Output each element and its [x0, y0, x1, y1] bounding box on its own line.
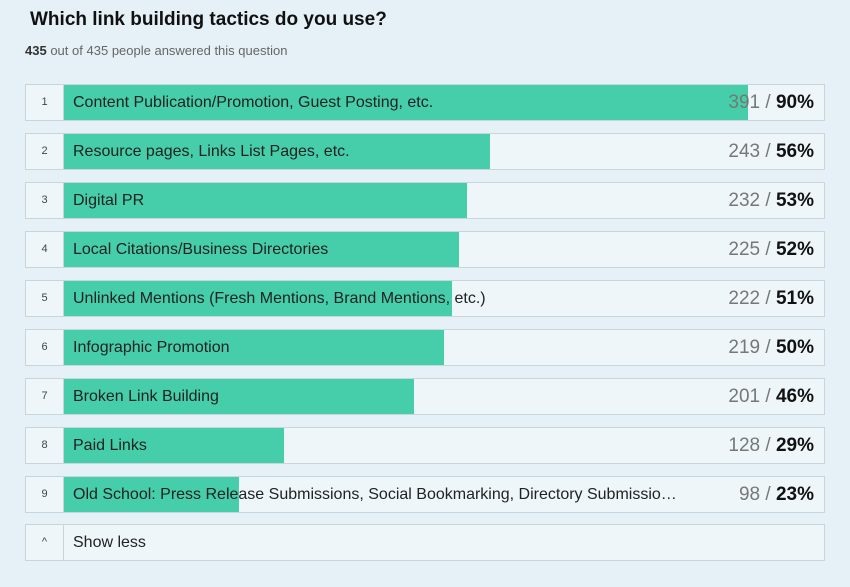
- separator: /: [765, 92, 771, 113]
- percent: 50%: [775, 337, 814, 358]
- summary-text: people answered this question: [111, 43, 288, 58]
- option-label: Digital PR: [73, 192, 145, 209]
- separator: /: [765, 484, 771, 505]
- separator: /: [765, 337, 771, 358]
- rank: 7: [26, 379, 64, 414]
- stat: 225 / 52%: [728, 232, 814, 267]
- option-label: Paid Links: [73, 437, 147, 454]
- count: 98: [738, 484, 761, 505]
- stat: 243 / 56%: [728, 134, 814, 169]
- option-label: Old School: Press Release Submissions, S…: [73, 486, 677, 503]
- rank: 9: [26, 477, 64, 512]
- bar: [64, 477, 239, 512]
- option-label: Local Citations/Business Directories: [73, 241, 329, 258]
- stat: 128 / 29%: [728, 428, 814, 463]
- bar: [64, 85, 748, 120]
- show-less-label: Show less: [73, 534, 146, 551]
- result-row: 9 Old School: Press Release Submissions, …: [25, 476, 825, 513]
- result-row: 8 Paid Links 128 / 29%: [25, 427, 825, 464]
- rank: 8: [26, 428, 64, 463]
- separator: /: [765, 141, 771, 162]
- option-label: Broken Link Building: [73, 388, 219, 405]
- percent: 46%: [775, 386, 814, 407]
- rank: 3: [26, 183, 64, 218]
- count: 225: [728, 239, 761, 260]
- bar: [64, 134, 490, 169]
- option-label: Resource pages, Links List Pages, etc.: [73, 143, 350, 160]
- count: 222: [728, 288, 761, 309]
- option-label: Unlinked Mentions (Fresh Mentions, Brand…: [73, 290, 486, 307]
- rank: 1: [26, 85, 64, 120]
- separator: /: [765, 288, 771, 309]
- answered-count: 435: [25, 43, 47, 58]
- total-count: 435: [86, 43, 109, 58]
- percent: 53%: [775, 190, 814, 211]
- count: 201: [728, 386, 761, 407]
- option-label: Infographic Promotion: [73, 339, 230, 356]
- rank: 2: [26, 134, 64, 169]
- percent: 90%: [775, 92, 814, 113]
- option-label: Content Publication/Promotion, Guest Pos…: [73, 94, 434, 111]
- bar: [64, 183, 467, 218]
- stat: 232 / 53%: [728, 183, 814, 218]
- stat: 391 / 90%: [728, 85, 814, 120]
- stat: 98 / 23%: [739, 477, 814, 512]
- percent: 56%: [775, 141, 814, 162]
- summary-text: out of: [50, 43, 83, 58]
- separator: /: [765, 239, 771, 260]
- stat: 222 / 51%: [728, 281, 814, 316]
- count: 128: [728, 435, 761, 456]
- percent: 52%: [775, 239, 814, 260]
- caret-icon: ^: [26, 525, 64, 560]
- count: 232: [728, 190, 761, 211]
- rank: 5: [26, 281, 64, 316]
- result-row: 3 Digital PR 232 / 53%: [25, 182, 825, 219]
- result-row: 6 Infographic Promotion 219 / 50%: [25, 329, 825, 366]
- result-row: 7 Broken Link Building 201 / 46%: [25, 378, 825, 415]
- count: 219: [728, 337, 761, 358]
- result-row: 4 Local Citations/Business Directories 225…: [25, 231, 825, 268]
- stat: 219 / 50%: [728, 330, 814, 365]
- answer-summary: 435 out of 435 people answered this ques…: [25, 43, 287, 58]
- bar: [64, 232, 460, 267]
- count: 391: [728, 92, 761, 113]
- separator: /: [765, 190, 771, 211]
- result-row: 1 Content Publication/Promotion, Guest Po…: [25, 84, 825, 121]
- rank: 4: [26, 232, 64, 267]
- stat: 201 / 46%: [728, 379, 814, 414]
- separator: /: [765, 435, 771, 456]
- bar: [64, 379, 414, 414]
- bar: [64, 428, 285, 463]
- separator: /: [765, 386, 771, 407]
- result-row: 2 Resource pages, Links List Pages, etc. 2…: [25, 133, 825, 170]
- percent: 51%: [775, 288, 814, 309]
- question-title: Which link building tactics do you use?: [30, 9, 387, 30]
- percent: 23%: [775, 484, 814, 505]
- bar: [64, 330, 444, 365]
- rank: 6: [26, 330, 64, 365]
- show-less[interactable]: ^ Show less: [25, 524, 825, 561]
- percent: 29%: [775, 435, 814, 456]
- bar: [64, 281, 452, 316]
- count: 243: [728, 141, 761, 162]
- result-row: 5 Unlinked Mentions (Fresh Mentions, Bran…: [25, 280, 825, 317]
